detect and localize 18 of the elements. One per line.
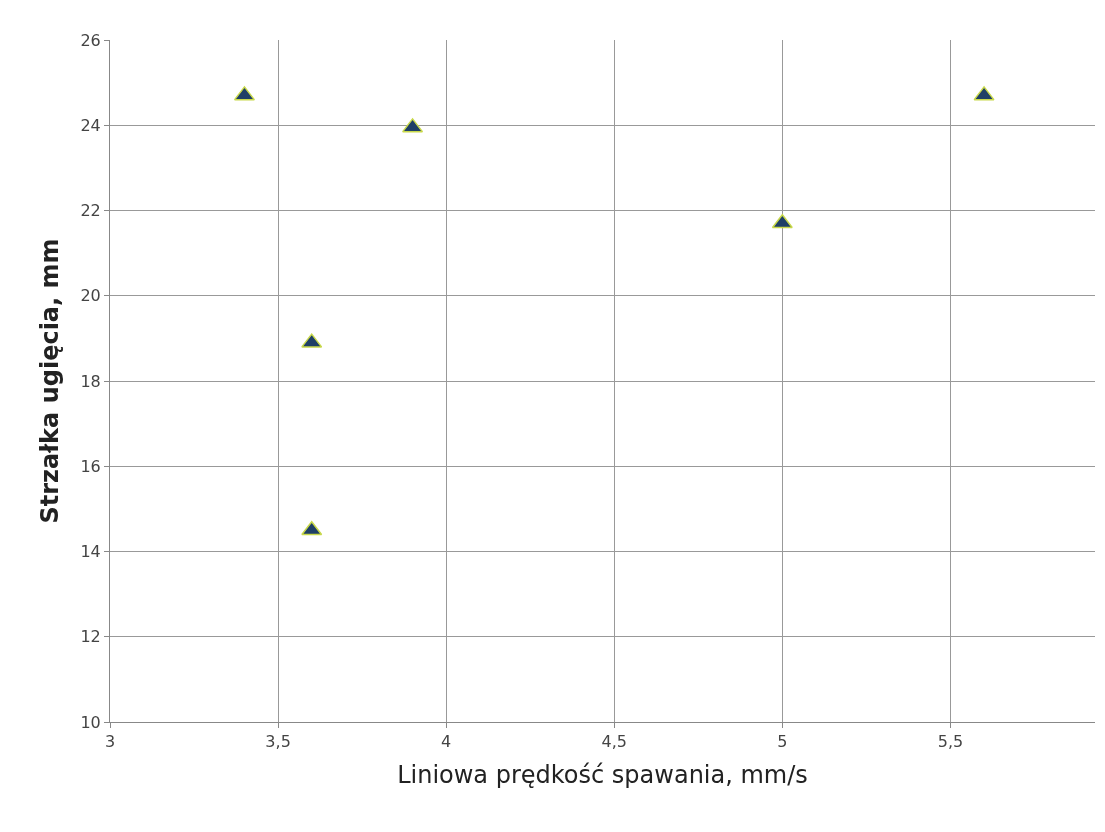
y-tick-label: 22 — [80, 201, 101, 221]
y-axis-title: Strzałka ugięcia, mm — [35, 238, 64, 524]
y-tick-label: 20 — [80, 286, 101, 306]
x-tick-label: 4,5 — [601, 732, 627, 752]
x-tick-label: 3 — [104, 732, 116, 752]
point — [301, 520, 323, 536]
y-tick-label: 14 — [80, 542, 101, 562]
x-tick-label: 5 — [777, 732, 788, 752]
y-tick-label: 24 — [80, 115, 101, 135]
y-tick-label: 26 — [80, 30, 101, 50]
x-tick-label: 3,5 — [265, 732, 291, 752]
y-tick-label: 18 — [80, 371, 101, 391]
y-tick-label: 10 — [80, 712, 101, 732]
x-tick-label: 5,5 — [937, 732, 964, 752]
y-tick-label: 12 — [80, 627, 101, 647]
x-tick-label: 4 — [441, 732, 452, 752]
y-tick-label: 16 — [80, 456, 101, 476]
x-axis-title: Liniowa prędkość spawania, mm/s — [397, 760, 808, 789]
